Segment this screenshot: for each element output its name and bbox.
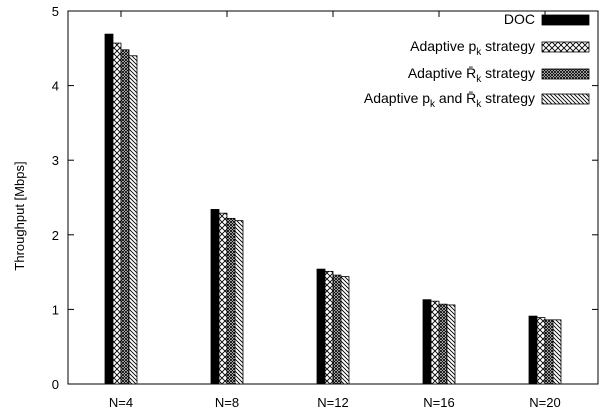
legend-text-prefix: DOC <box>504 11 535 27</box>
x-tick-label: N=16 <box>423 395 454 410</box>
y-tick-label: 5 <box>52 4 59 19</box>
y-tick-label: 0 <box>52 377 59 392</box>
bar-2-1 <box>112 42 122 385</box>
legend-swatch-3 <box>541 68 590 80</box>
legend-label-1: DOC <box>504 11 535 27</box>
bar-1-4 <box>422 299 432 385</box>
bar-4-5 <box>552 319 562 385</box>
legend-text-mid: strategy <box>481 38 535 54</box>
legend-text-mid: and R̄ <box>435 90 476 106</box>
bar-2-5 <box>536 317 546 385</box>
legend-swatch-4 <box>541 93 590 105</box>
legend-swatch-1 <box>541 14 590 26</box>
bar-3-4 <box>438 303 448 385</box>
x-tick-label: N=8 <box>215 395 239 410</box>
legend-label-4: Adaptive pk and R̄k strategy <box>364 90 535 110</box>
bar-4-2 <box>234 220 244 385</box>
legend-text-sub1: k <box>430 99 436 110</box>
bar-4-1 <box>128 55 138 385</box>
bar-4-3 <box>340 276 350 385</box>
bar-1-2 <box>210 209 220 385</box>
x-tick-label: N=4 <box>109 395 133 410</box>
bar-2-3 <box>324 270 334 385</box>
y-tick-label: 3 <box>52 153 59 168</box>
legend-swatch-2 <box>541 41 590 53</box>
legend-label-3: Adaptive R̄k strategy <box>408 65 535 85</box>
legend-text-sub2: k <box>476 99 482 110</box>
legend-text-sub1: k <box>476 74 482 85</box>
y-tick-label: 2 <box>52 228 59 243</box>
legend-text-sub1: k <box>476 47 482 58</box>
bar-3-3 <box>332 274 342 385</box>
bar-3-2 <box>226 217 236 385</box>
legend-text-prefix: Adaptive p <box>410 38 476 54</box>
legend-text-prefix: Adaptive p <box>364 90 430 106</box>
legend-text-prefix: Adaptive R̄ <box>408 65 476 81</box>
x-tick-label: N=20 <box>529 395 560 410</box>
bar-2-4 <box>430 300 440 385</box>
x-tick-label: N=12 <box>317 395 348 410</box>
bar-3-5 <box>544 319 554 385</box>
y-axis-label: Throughput [Mbps] <box>12 161 27 270</box>
bar-2-2 <box>218 212 228 385</box>
bars <box>104 33 562 385</box>
bar-1-1 <box>104 33 114 385</box>
legend-text-mid: strategy <box>481 65 535 81</box>
bar-4-4 <box>446 304 456 385</box>
legend-text-suffix: strategy <box>481 90 535 106</box>
tick-labels: 0 1 2 3 4 5 N=4 N=8 N=12 N=16 N=20 <box>52 4 561 410</box>
bar-3-1 <box>120 49 130 385</box>
bar-1-5 <box>528 315 538 385</box>
bar-1-3 <box>316 268 326 385</box>
y-tick-label: 1 <box>52 302 59 317</box>
y-tick-label: 4 <box>52 79 59 94</box>
legend-label-2: Adaptive pk strategy <box>410 38 535 58</box>
